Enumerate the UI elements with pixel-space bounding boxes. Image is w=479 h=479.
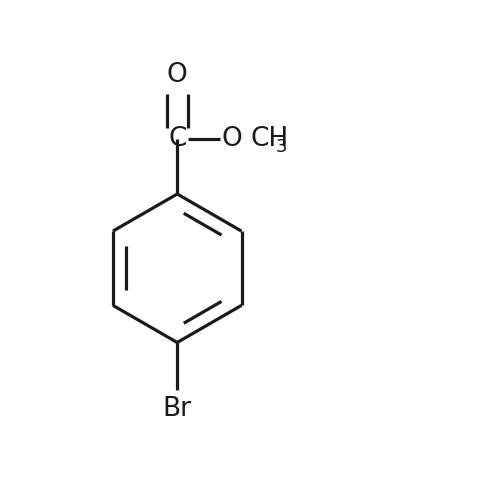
- Text: 3: 3: [275, 138, 287, 156]
- Text: C: C: [168, 126, 186, 152]
- Text: O: O: [222, 126, 243, 152]
- Text: Br: Br: [163, 396, 192, 422]
- Text: CH: CH: [251, 126, 289, 152]
- Text: O: O: [167, 62, 188, 88]
